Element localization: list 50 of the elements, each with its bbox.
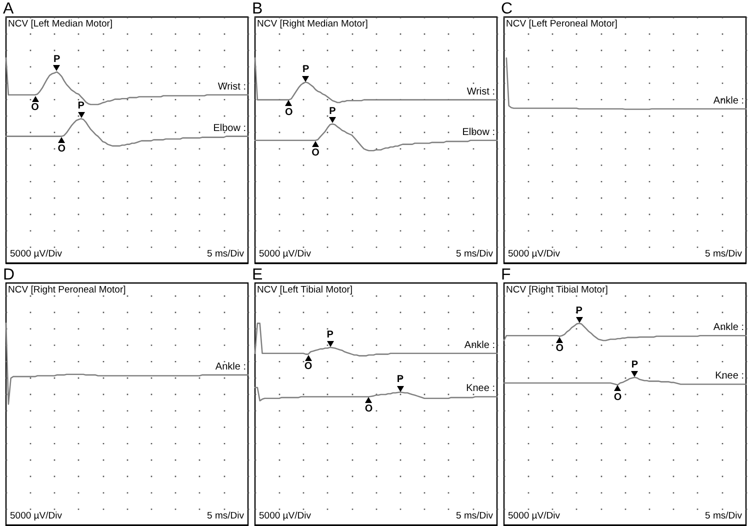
series-label: Knee : [715, 370, 744, 382]
chart-subtitle: NCV [Right Tibial Motor] [506, 284, 608, 296]
chart-title: A [3, 0, 14, 18]
chart-title: B [252, 0, 263, 18]
annotation: O [614, 392, 622, 403]
annotation: O [364, 404, 373, 415]
annotation: O [58, 143, 66, 154]
chart-subtitle: NCV [Left Tibial Motor] [257, 284, 353, 296]
annotation: 5 ms/Div [207, 248, 244, 260]
annotation: O [556, 343, 564, 354]
series-label: Elbow : [462, 126, 495, 138]
series-label: Ankle : [713, 322, 744, 334]
chart-subtitle: NCV [Right Median Motor] [257, 18, 368, 30]
annotation: P [329, 106, 336, 118]
annotation: 5 ms/Div [705, 248, 742, 260]
annotation: 5000 µV/Div [259, 510, 312, 522]
annotation: O [284, 106, 293, 118]
annotation: O [312, 147, 320, 158]
annotation: 5 ms/Div [705, 510, 742, 522]
chart-title: E [252, 266, 263, 284]
series-label: Knee : [466, 383, 495, 394]
annotation: P [302, 64, 310, 76]
series-label: Wrist : [466, 86, 495, 98]
chart-subtitle: NCV [Right Peroneal Motor] [8, 284, 126, 296]
annotation: P [631, 359, 638, 370]
annotation: O [31, 102, 40, 113]
annotation: 5000 µV/Div [10, 248, 62, 260]
chart-title: F [501, 266, 511, 284]
annotation: P [576, 305, 583, 316]
chart-subtitle: NCV [Left Peroneal Motor] [506, 18, 618, 30]
series-label: Wrist : [218, 81, 246, 92]
annotation: 5 ms/Div [456, 510, 494, 522]
annotation: P [326, 329, 334, 340]
series-label: Ankle : [215, 361, 246, 372]
annotation: 5000 µV/Div [259, 248, 312, 260]
annotation: P [78, 100, 85, 112]
annotation: 5000 µV/Div [508, 248, 560, 260]
annotation: P [396, 374, 404, 386]
annotation: P [53, 54, 60, 65]
series-label: Elbow : [213, 122, 246, 134]
annotation: 5 ms/Div [207, 510, 244, 522]
annotation: O [304, 361, 312, 372]
annotation: 5000 µV/Div [10, 510, 62, 522]
annotation: 5000 µV/Div [508, 510, 560, 522]
series-label: Ankle : [713, 95, 744, 106]
series-label: Ankle : [464, 340, 495, 351]
chart-title: D [3, 266, 15, 284]
chart-title: C [501, 0, 513, 18]
chart-subtitle: NCV [Left Median Motor] [8, 18, 113, 30]
annotation: 5 ms/Div [456, 248, 494, 260]
